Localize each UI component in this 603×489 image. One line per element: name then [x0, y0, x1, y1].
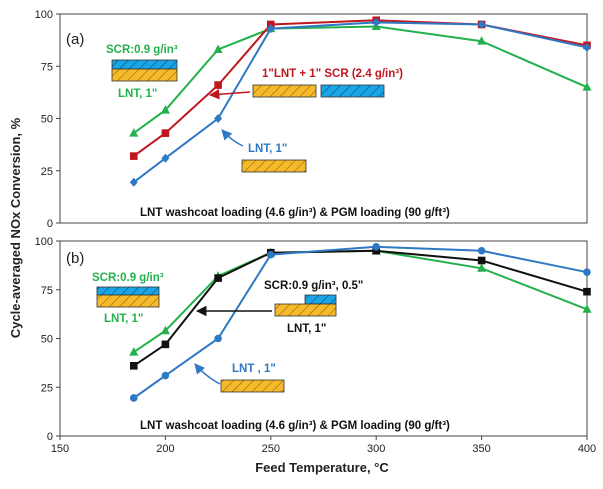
y-tick-label: 50: [41, 334, 53, 346]
data-point-b-1-0: [129, 362, 138, 370]
data-point-a-2-0: [129, 177, 138, 187]
panel-a-series: [129, 16, 592, 187]
panel-b-series: [129, 243, 592, 402]
x-tick-label: 200: [156, 443, 174, 455]
data-point-a-0-0: [129, 128, 139, 137]
y-tick-label: 75: [41, 61, 53, 73]
scr-brick-a: [111, 59, 178, 70]
x-axis-label: Feed Temperature, °C: [255, 460, 389, 475]
x-tick-label: 350: [472, 443, 490, 455]
panel-b-label: (b): [66, 250, 84, 267]
y-tick-label: 100: [35, 236, 53, 248]
y-tick-label: 0: [47, 218, 53, 230]
lnt-blue-label-a: LNT, 1": [248, 143, 287, 155]
scr-brick-b: [96, 286, 160, 296]
y-tick-label: 0: [47, 431, 53, 443]
combo-lnt-brick-a: [252, 84, 317, 98]
data-point-a-2-4: [372, 17, 381, 27]
scr-label-a: SCR:0.9 g/in³: [106, 44, 178, 56]
data-point-b-2-2: [214, 334, 222, 343]
data-point-a-2-5: [477, 19, 486, 29]
y-tick-label: 25: [41, 382, 53, 394]
data-point-a-1-1: [161, 129, 170, 137]
data-point-b-0-0: [129, 347, 139, 356]
lnt-green-label-a: LNT, 1": [118, 88, 157, 100]
footer-a: LNT washcoat loading (4.6 g/in³) & PGM l…: [140, 207, 450, 219]
data-point-b-2-0: [129, 394, 138, 402]
y-tick-label: 100: [35, 9, 53, 21]
lnt-brick-b: [96, 294, 160, 308]
data-point-b-2-6: [583, 268, 591, 277]
panel-b-frame: [59, 240, 588, 437]
lnt-brick-blue-a: [241, 159, 307, 173]
lnt-blue-arrow-a: [221, 129, 244, 147]
data-point-b-1-6: [583, 287, 591, 296]
lnt-blue-arrow-b: [194, 363, 221, 385]
data-point-a-0-2: [213, 44, 223, 54]
data-point-a-2-3: [266, 24, 275, 34]
x-tick-label: 150: [51, 443, 69, 455]
lnt-brick-a: [111, 68, 178, 82]
data-point-b-1-4: [372, 246, 380, 255]
data-point-a-1-0: [129, 152, 138, 160]
panel-b: 0 25 50 75 100 150 200 250 300 350 400 (b) SCR:0.…: [35, 236, 597, 455]
data-point-a-1-2: [214, 81, 222, 89]
data-point-a-2-2: [214, 114, 223, 123]
data-point-b-2-3: [267, 250, 275, 259]
data-point-a-2-6: [583, 42, 591, 52]
panel-a-y-ticks: 0 25 50 75 100: [35, 9, 60, 230]
data-point-a-2-1: [161, 153, 170, 163]
panel-b-y-ticks: 0 25 50 75 100: [35, 236, 60, 443]
data-point-b-2-1: [161, 371, 170, 380]
lnt-blue-label-b: LNT , 1": [232, 363, 276, 375]
data-point-b-2-4: [372, 243, 381, 251]
y-tick-label: 50: [41, 114, 53, 126]
y-axis-label: Cycle-averaged NOx Conversion, %: [8, 117, 23, 338]
panel-a-label: (a): [66, 31, 84, 48]
y-tick-label: 75: [41, 285, 53, 297]
combo-scr-brick-a: [320, 84, 385, 98]
lnt-brick-black-b: [274, 303, 337, 317]
data-point-b-0-6: [582, 304, 592, 313]
data-point-b-1-2: [214, 274, 222, 282]
scr-label-b: SCR:0.9 g/in³: [92, 272, 164, 284]
footer-b: LNT washcoat loading (4.6 g/in³) & PGM l…: [140, 420, 450, 432]
panel-b-x-ticks: 150 200 250 300 350 400: [51, 436, 596, 455]
data-point-a-0-1: [160, 105, 170, 114]
panel-a: 0 25 50 75 100 (a) SCR:0.9 g/in³ LNT, 1" 1"L…: [35, 9, 592, 230]
lnt-green-label-b: LNT, 1": [104, 313, 143, 325]
combo-arrow-a: [208, 89, 251, 100]
lnt-black-label-b: LNT, 1": [287, 323, 326, 335]
scr-half-brick-b: [304, 294, 337, 305]
scr-half-label-b: SCR:0.9 g/in³, 0.5": [264, 280, 363, 292]
data-point-b-1-5: [477, 256, 486, 265]
data-point-b-2-5: [477, 246, 486, 255]
x-tick-label: 300: [367, 443, 385, 455]
lnt-brick-blue-b: [220, 379, 285, 393]
y-tick-label: 25: [41, 166, 53, 178]
data-point-b-0-1: [160, 325, 170, 335]
data-point-a-0-6: [582, 82, 592, 91]
x-tick-label: 250: [262, 443, 280, 455]
combo-label-a: 1"LNT + 1" SCR (2.4 g/in³): [262, 68, 403, 80]
data-point-a-0-5: [477, 36, 487, 45]
data-point-b-1-1: [161, 340, 170, 349]
x-tick-label: 400: [578, 443, 596, 455]
data-point-b-0-5: [477, 263, 487, 272]
